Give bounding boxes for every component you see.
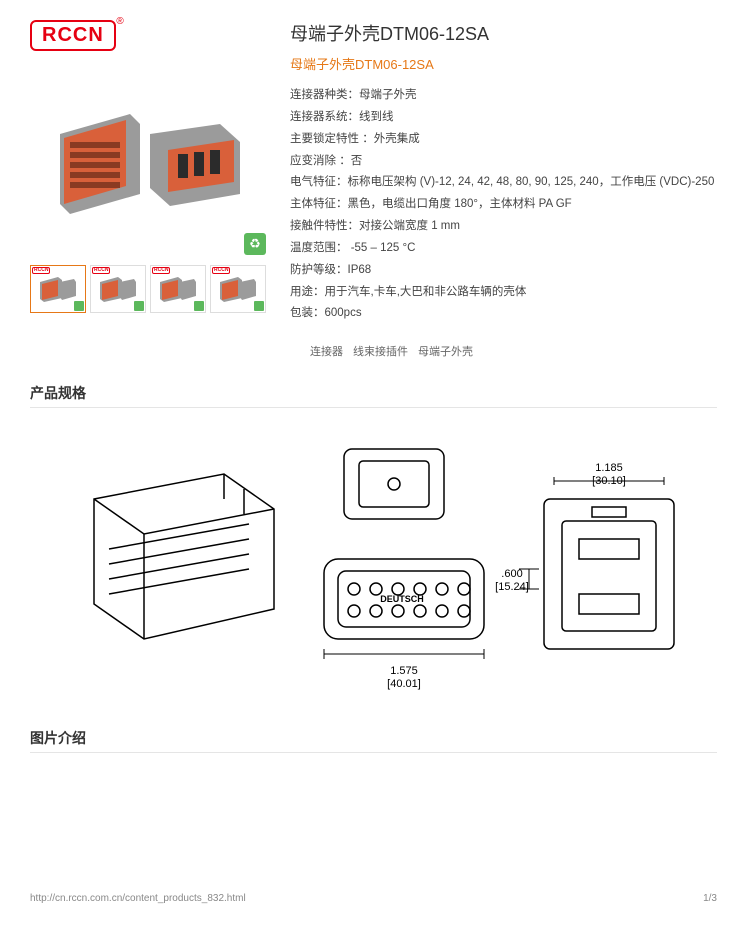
technical-drawing: 1.575 [40.01] .600 [15.24] 1.185 [30.10]… xyxy=(30,424,717,704)
main-product-image: ♻ xyxy=(30,59,270,259)
spec-line: 接触件特性：对接公端宽度 1 mm xyxy=(290,216,717,238)
section-gallery-title: 图片介绍 xyxy=(30,728,717,748)
spec-line: 连接器系统：线到线 xyxy=(290,107,717,129)
thumbnail-row: RCCN RCCN RCCN RCCN xyxy=(30,265,270,313)
dim-width: 1.575 xyxy=(390,665,418,677)
eco-badge-icon: ♻ xyxy=(244,233,266,255)
tag-row: 连接器线束接插件母端子外壳 xyxy=(290,343,717,359)
product-subtitle: 母端子外壳DTM06-12SA xyxy=(290,54,717,73)
dim-top-width-mm: [30.10] xyxy=(592,475,626,487)
dim-width-mm: [40.01] xyxy=(387,678,421,690)
thumbnail[interactable]: RCCN xyxy=(150,265,206,313)
spec-list: 连接器种类：母端子外壳连接器系统：线到线主要锁定特性 ：外壳集成应变消除 ：否电… xyxy=(290,85,717,325)
spec-line: 用途：用于汽车,卡车,大巴和非公路车辆的壳体 xyxy=(290,282,717,304)
section-spec-title: 产品规格 xyxy=(30,383,717,403)
thumbnail[interactable]: RCCN xyxy=(210,265,266,313)
spec-line: 包装：600pcs xyxy=(290,303,717,325)
tag[interactable]: 连接器 xyxy=(310,346,343,358)
brand-logo: RCCN xyxy=(30,20,116,51)
spec-line: 连接器种类：母端子外壳 xyxy=(290,85,717,107)
spec-line: 主要锁定特性 ：外壳集成 xyxy=(290,129,717,151)
footer-url: http://cn.rccn.com.cn/content_products_8… xyxy=(30,893,246,904)
thumbnail[interactable]: RCCN xyxy=(90,265,146,313)
drawing-brand-mark: DEUTSCH xyxy=(380,594,424,604)
brand-text: RCCN xyxy=(42,24,104,46)
footer-page: 1/3 xyxy=(703,893,717,904)
dim-top-width: 1.185 xyxy=(595,462,623,474)
thumbnail[interactable]: RCCN xyxy=(30,265,86,313)
tag[interactable]: 线束接插件 xyxy=(353,346,408,358)
dim-height: .600 xyxy=(501,568,522,580)
spec-line: 电气特征：标称电压架构 (V)-12, 24, 42, 48, 80, 90, … xyxy=(290,172,717,194)
spec-line: 防护等级：IP68 xyxy=(290,260,717,282)
spec-line: 主体特征：黑色，电缆出口角度 180°，主体材料 PA GF xyxy=(290,194,717,216)
dim-height-mm: [15.24] xyxy=(495,581,529,593)
spec-line: 应变消除 ：否 xyxy=(290,151,717,173)
product-title: 母端子外壳DTM06-12SA xyxy=(290,20,717,46)
tag[interactable]: 母端子外壳 xyxy=(418,346,473,358)
spec-line: 温度范围： -55 – 125 °C xyxy=(290,238,717,260)
